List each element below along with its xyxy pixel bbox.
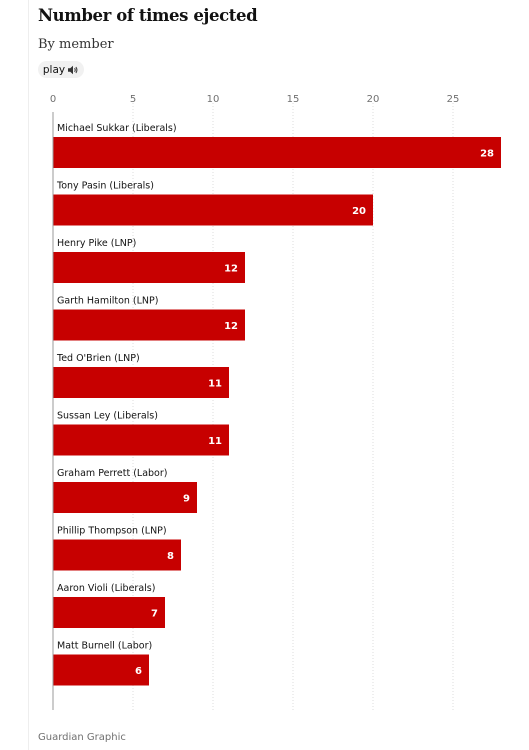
x-tick-label: 5 xyxy=(130,94,136,105)
bar xyxy=(53,309,245,341)
category-label: Michael Sukkar (Liberals) xyxy=(57,123,177,134)
speaker-icon xyxy=(68,65,78,74)
value-label: 7 xyxy=(151,609,158,620)
value-label: 20 xyxy=(352,206,366,217)
value-label: 12 xyxy=(224,321,238,332)
category-label: Matt Burnell (Labor) xyxy=(57,641,152,652)
bar xyxy=(53,194,373,226)
chart-title: Number of times ejected xyxy=(38,6,258,25)
x-tick-label: 20 xyxy=(367,94,380,105)
bar xyxy=(53,137,501,168)
source-credit: Guardian Graphic xyxy=(38,732,126,743)
chart-subtitle: By member xyxy=(38,37,114,52)
value-label: 9 xyxy=(183,494,190,505)
category-label: Phillip Thompson (LNP) xyxy=(57,526,167,537)
category-label: Graham Perrett (Labor) xyxy=(57,468,167,479)
x-tick-label: 25 xyxy=(447,94,460,105)
category-label: Sussan Ley (Liberals) xyxy=(57,411,158,422)
play-button[interactable]: play xyxy=(38,61,84,78)
category-label: Aaron Violi (Liberals) xyxy=(57,583,155,594)
bar xyxy=(53,597,165,628)
value-label: 11 xyxy=(208,379,222,390)
bar xyxy=(53,482,197,513)
value-label: 8 xyxy=(167,551,174,562)
value-label: 28 xyxy=(480,149,494,160)
bar xyxy=(53,424,229,456)
category-label: Tony Pasin (Liberals) xyxy=(56,181,154,192)
bar xyxy=(53,367,229,398)
play-label: play xyxy=(42,63,66,76)
x-tick-label: 10 xyxy=(207,94,220,105)
x-tick-label: 0 xyxy=(50,94,56,105)
x-tick-label: 15 xyxy=(287,94,300,105)
bar xyxy=(53,252,245,283)
value-label: 11 xyxy=(208,436,222,447)
bar xyxy=(53,539,181,571)
category-label: Henry Pike (LNP) xyxy=(57,238,136,249)
bar xyxy=(53,654,149,686)
value-label: 12 xyxy=(224,264,238,275)
value-label: 6 xyxy=(135,666,142,677)
chart-frame xyxy=(28,0,529,750)
category-label: Ted O'Brien (LNP) xyxy=(56,353,140,364)
category-label: Garth Hamilton (LNP) xyxy=(57,296,158,307)
